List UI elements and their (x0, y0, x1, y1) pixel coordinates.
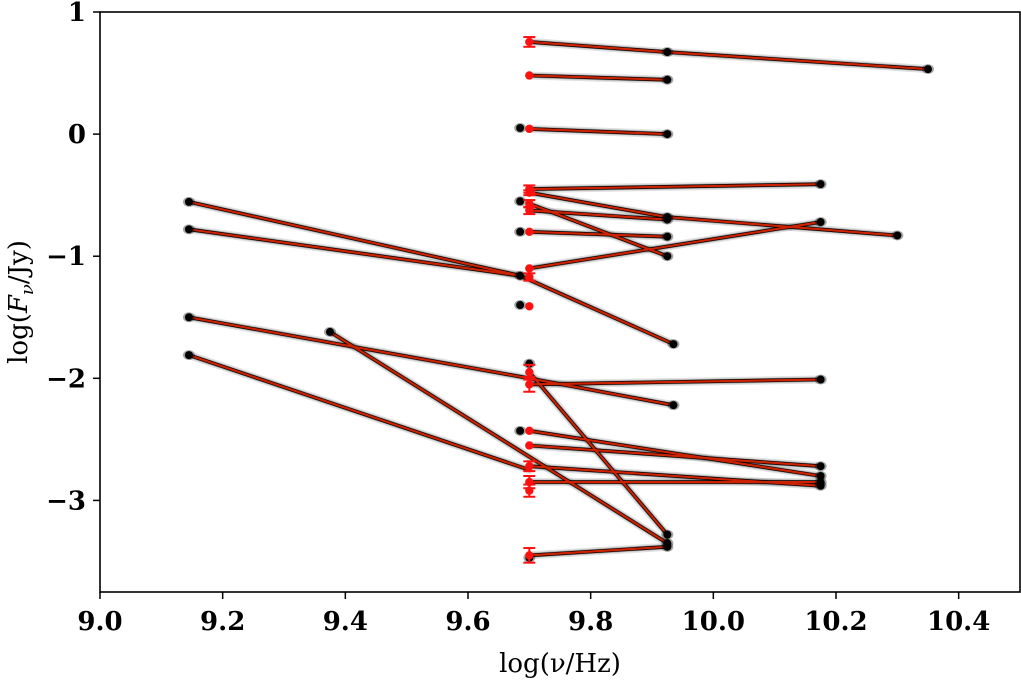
black-marker-18 (669, 340, 678, 349)
plot-background (100, 12, 1020, 592)
series-line-4 (528, 183, 822, 191)
red-marker-18 (525, 551, 534, 560)
series-line-8 (528, 209, 669, 221)
y-tick-label-1: 0 (68, 120, 86, 150)
series-line-20 (528, 444, 822, 468)
black-marker-11 (816, 218, 825, 227)
red-marker-14 (525, 441, 534, 450)
series-line-12 (187, 228, 522, 277)
x-tick-label-4: 9.8 (568, 607, 613, 637)
series-line-5 (528, 191, 669, 219)
black-marker-9 (663, 215, 672, 224)
black-marker-28 (816, 478, 825, 487)
line-layer (187, 40, 930, 557)
x-tick-label-6: 10.2 (804, 607, 867, 637)
y-tick-label-2: −1 (46, 242, 86, 272)
black-marker-2 (663, 75, 672, 84)
red-marker-10 (525, 302, 534, 311)
red-marker-7 (525, 227, 534, 236)
black-marker-16 (184, 197, 193, 206)
x-axis-ticks: 9.0 9.2 9.4 9.6 9.8 10.0 10.2 10.4 (77, 592, 990, 637)
x-tick-label-3: 9.6 (445, 607, 490, 637)
red-marker-1 (525, 71, 534, 80)
red-marker-9 (525, 272, 534, 282)
red-marker-0 (525, 37, 534, 47)
red-marker-2 (525, 124, 534, 134)
black-marker-32 (516, 426, 525, 435)
series-line-9 (528, 230, 669, 238)
red-marker-11 (525, 368, 534, 377)
x-tick-label-7: 10.4 (927, 607, 990, 637)
series-line-6 (666, 216, 899, 237)
black-marker-7 (893, 231, 902, 240)
series-line-0 (528, 40, 669, 54)
series-line-13 (518, 274, 675, 346)
x-tick-label-0: 9.0 (77, 607, 122, 637)
black-marker-19 (184, 313, 193, 322)
black-marker-30 (663, 542, 672, 551)
red-marker-12 (525, 380, 534, 389)
red-marker-layer (523, 36, 536, 564)
red-marker-17 (525, 486, 534, 495)
black-marker-15 (516, 301, 525, 310)
black-marker-8 (663, 252, 672, 261)
black-marker-4 (516, 124, 525, 132)
series-line-18 (528, 378, 822, 386)
plot-frame (99, 11, 1021, 593)
black-marker-20 (669, 401, 678, 410)
black-marker-13 (516, 227, 525, 236)
red-marker-13 (525, 426, 534, 436)
black-marker-layer (182, 47, 934, 563)
series-line-14 (187, 316, 531, 380)
x-tick-label-2: 9.4 (323, 607, 368, 637)
black-marker-24 (816, 375, 825, 384)
series-line-3 (528, 127, 669, 136)
red-marker-15 (525, 462, 534, 471)
black-marker-21 (184, 351, 193, 360)
black-marker-3 (663, 130, 672, 139)
black-marker-26 (816, 462, 825, 471)
black-marker-12 (516, 197, 525, 206)
black-marker-17 (184, 225, 193, 234)
black-marker-5 (816, 180, 825, 189)
black-marker-0 (663, 48, 672, 57)
black-marker-1 (924, 65, 932, 74)
black-marker-22 (326, 327, 334, 336)
black-marker-14 (516, 271, 525, 280)
series-line-15 (528, 377, 675, 407)
series-line-10 (528, 220, 822, 270)
y-tick-label-0: 1 (68, 0, 86, 28)
y-tick-label-4: −3 (46, 486, 86, 516)
y-axis-ticks: 1 0 −1 −2 −3 (46, 0, 100, 516)
series-line-1 (666, 50, 930, 71)
x-tick-label-1: 9.2 (200, 607, 245, 637)
black-marker-25 (816, 472, 825, 480)
series-line-11 (187, 200, 522, 277)
y-axis-label: log(Fν/Jy) (4, 240, 38, 364)
red-marker-8 (525, 264, 534, 273)
black-marker-10 (663, 232, 672, 241)
series-line-17 (328, 330, 669, 545)
series-line-23 (528, 371, 669, 536)
x-tick-label-5: 10.0 (682, 607, 745, 637)
y-tick-label-3: −2 (46, 364, 86, 394)
red-marker-6 (525, 206, 534, 215)
series-line-24 (528, 545, 669, 557)
red-marker-4 (525, 188, 534, 197)
series-line-16 (187, 354, 531, 471)
x-axis-label: log(ν/Hz) (499, 649, 621, 679)
series-line-19 (528, 429, 822, 478)
series-line-2 (528, 74, 669, 81)
black-marker-29 (663, 530, 672, 539)
